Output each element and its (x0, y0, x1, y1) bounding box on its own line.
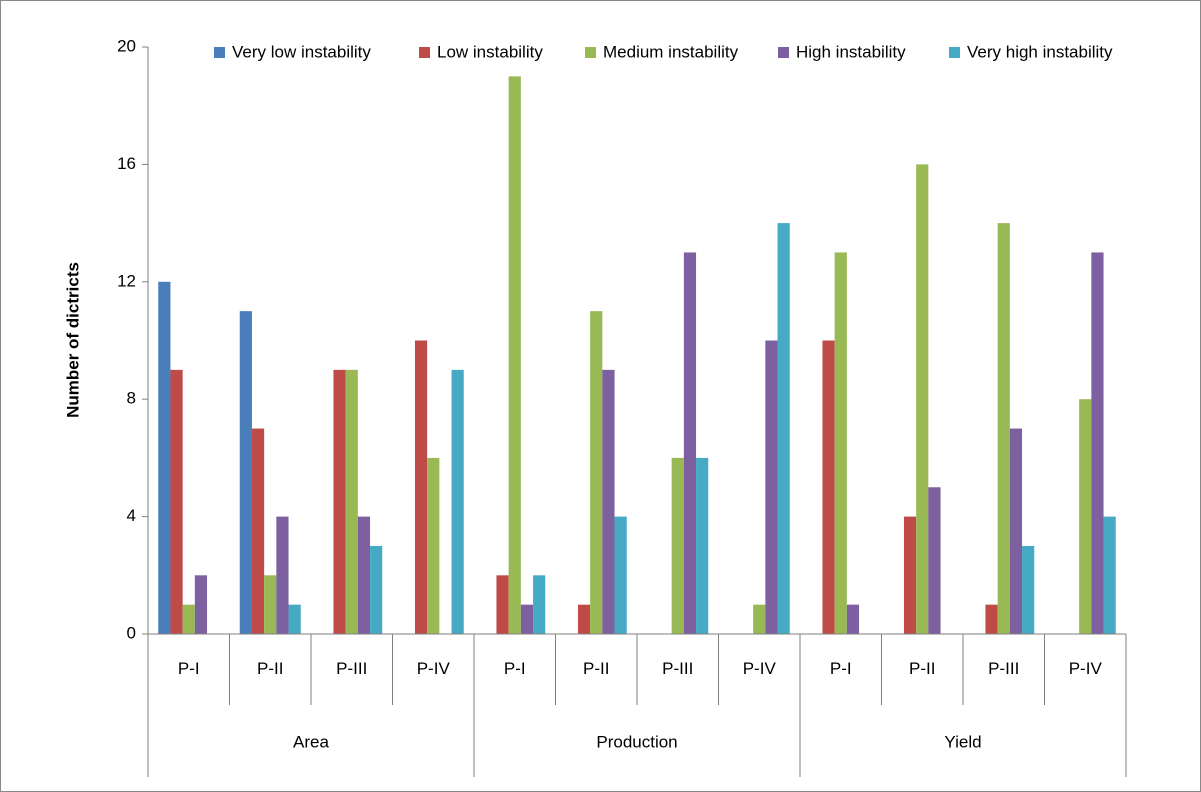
bar (533, 575, 546, 634)
bar (345, 369, 358, 634)
bar (170, 369, 183, 634)
legend-label: Low instability (437, 42, 543, 61)
legend-label: High instability (796, 42, 906, 61)
y-axis-title: Number of dictricts (63, 262, 82, 418)
bar (414, 340, 428, 634)
category-label: P-II (909, 659, 935, 678)
bar (158, 281, 171, 634)
legend-swatch (214, 47, 225, 58)
category-label: P-I (830, 659, 852, 678)
legend: Very low instability Low instability Mediu… (214, 42, 1113, 61)
bar (696, 457, 709, 634)
bar (834, 252, 847, 634)
category-label: P-IV (417, 659, 451, 678)
category-label: P-III (662, 659, 693, 678)
bar (614, 516, 627, 634)
bar (1103, 516, 1116, 634)
bar (765, 340, 778, 634)
bar (496, 575, 509, 634)
bar (590, 311, 603, 634)
bar (357, 516, 371, 634)
bar (288, 604, 301, 634)
bar (251, 428, 265, 634)
bar (671, 457, 684, 634)
bar (333, 369, 346, 634)
group-label: Production (596, 732, 677, 751)
group-label: Area (293, 732, 329, 751)
bar (997, 223, 1010, 634)
bar (916, 164, 929, 634)
y-tick-label: 0 (127, 623, 136, 642)
bar (508, 76, 521, 635)
legend-label: Very high instability (967, 42, 1113, 61)
y-tick-label: 16 (117, 154, 136, 173)
bar (1009, 428, 1023, 634)
bar (520, 604, 534, 634)
bars (158, 76, 1116, 635)
bar (1079, 399, 1092, 634)
category-label: P-IV (743, 659, 777, 678)
category-label: P-III (988, 659, 1019, 678)
category-label: P-I (178, 659, 200, 678)
category-label: P-I (504, 659, 526, 678)
legend-swatch (419, 47, 430, 58)
legend-label: Medium instability (603, 42, 739, 61)
bar (194, 575, 208, 634)
category-label: P-III (336, 659, 367, 678)
y-tick-label: 12 (117, 271, 136, 290)
bar (370, 545, 383, 634)
bar (602, 369, 615, 634)
bar (264, 575, 277, 634)
legend-swatch (778, 47, 789, 58)
bar (276, 516, 289, 634)
bar (846, 604, 860, 634)
category-label: P-IV (1069, 659, 1103, 678)
category-label: P-II (583, 659, 609, 678)
bar (239, 311, 252, 634)
y-tick-label: 4 (127, 506, 136, 525)
bar (928, 487, 941, 634)
bar (451, 369, 464, 634)
y-tick-label: 20 (117, 36, 136, 55)
bar (577, 604, 591, 634)
bar (1022, 545, 1035, 634)
bar (427, 457, 440, 634)
bar (1091, 252, 1104, 634)
y-tick-label: 8 (127, 389, 136, 408)
bar (985, 604, 998, 634)
category-label: P-II (257, 659, 283, 678)
bar (182, 604, 195, 634)
bar (753, 604, 766, 634)
bar (822, 340, 835, 634)
legend-swatch (585, 47, 596, 58)
group-label: Yield (944, 732, 981, 751)
legend-swatch (949, 47, 960, 58)
bar (903, 516, 917, 634)
bar (683, 252, 697, 634)
legend-label: Very low instability (232, 42, 371, 61)
bar (777, 223, 790, 634)
axes: 0 4 8 12 16 20 P-I P-II P-III P-IV P-I P-II P-III P-I… (117, 36, 1127, 777)
